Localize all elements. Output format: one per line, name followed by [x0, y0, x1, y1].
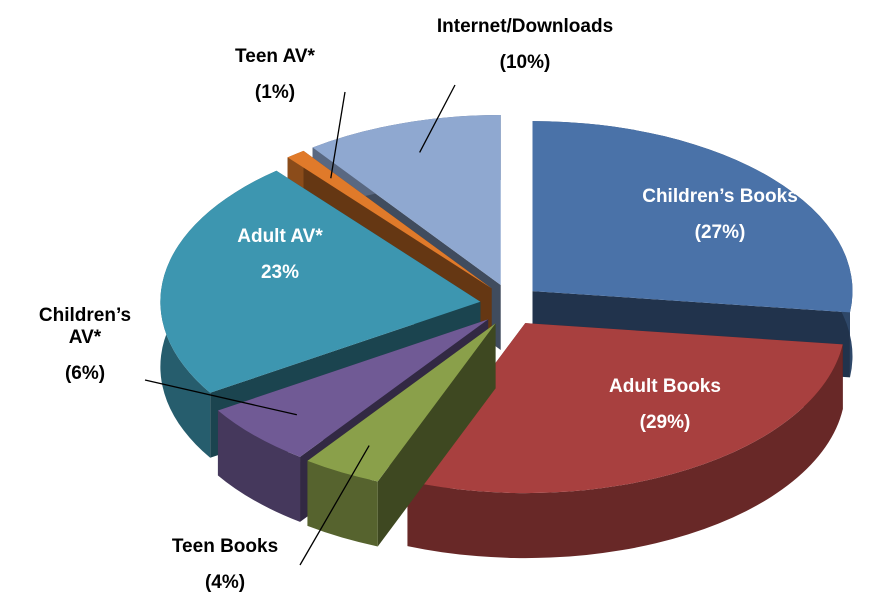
- slice-label: Children’s AV* (6%): [30, 305, 140, 385]
- slice: [160, 170, 481, 393]
- slice-label: Teen AV* (1%): [235, 46, 315, 104]
- leader-line: [419, 84, 456, 153]
- value-label: (6%): [64, 363, 106, 384]
- category-label: Teen Books: [171, 536, 279, 557]
- slice: [307, 323, 496, 482]
- value-label: 23%: [260, 262, 300, 283]
- slice-label: Teen Books (4%): [172, 536, 278, 594]
- slice: [312, 115, 501, 286]
- slice-side: [217, 410, 301, 522]
- category-label: Teen AV*: [235, 46, 315, 67]
- category-label: Adult AV*: [237, 226, 323, 247]
- slice-side: [407, 344, 843, 559]
- category-label: Children’s AV*: [38, 305, 132, 348]
- slice: [217, 319, 489, 457]
- category-label: Adult Books: [609, 376, 721, 397]
- leader-line: [330, 91, 346, 179]
- value-label: (1%): [254, 82, 296, 103]
- leader-line: [299, 445, 370, 566]
- leader-line: [144, 379, 297, 416]
- slice: [307, 323, 496, 547]
- category-label: Children’s Books: [642, 186, 798, 207]
- slice-label: Children’s Books (27%): [642, 186, 798, 244]
- slice: [407, 323, 843, 494]
- slice-label: Adult Books (29%): [609, 376, 721, 434]
- value-label: (27%): [694, 222, 746, 243]
- slice-side: [307, 460, 378, 547]
- slice-label: Internet/Downloads (10%): [437, 16, 613, 74]
- slice-wall: [377, 323, 496, 547]
- value-label: (4%): [204, 572, 246, 593]
- value-label: (10%): [499, 52, 551, 73]
- slice: [532, 121, 853, 313]
- slice-label: Adult AV* 23%: [237, 226, 323, 284]
- value-label: (29%): [639, 412, 691, 433]
- category-label: Internet/Downloads: [436, 16, 614, 37]
- slice: [287, 150, 492, 289]
- slice: [407, 323, 843, 559]
